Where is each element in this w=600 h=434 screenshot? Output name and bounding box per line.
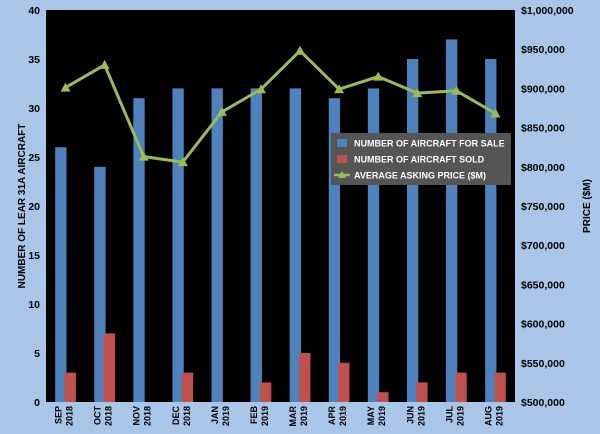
y2-tick-label-3: $650,000 [521,279,565,291]
x-tick-label-year-10: 2019 [455,406,465,426]
x-tick-label-year-11: 2019 [495,406,505,426]
bar-for-sale-7 [328,98,341,402]
bar-for-sale-4 [211,88,223,403]
x-tick-label-year-2: 2018 [143,406,153,426]
y2-tick-label-5: $750,000 [521,201,565,213]
y-tick-label-1: 5 [34,348,40,360]
bar-for-sale-2 [133,98,145,402]
x-tick-label-year-9: 2019 [416,406,426,426]
price-point-0 [60,82,71,92]
y2-tick-label-0: $500,000 [521,397,565,409]
x-tick-label-month-4: JAN [210,406,220,424]
legend-label-sold: NUMBER OF AIRCRAFT SOLD [354,155,485,165]
bar-sold-6 [299,353,311,402]
price-point-6 [295,45,305,55]
y-tick-label-8: 40 [28,5,40,17]
y2-tick-label-1: $550,000 [521,358,565,370]
bar-for-sale-0 [55,147,67,402]
bar-sold-5 [259,382,272,402]
x-tick-label-month-3: DEC [171,406,181,426]
x-tick-label-month-7: APR [327,406,337,426]
bar-sold-8 [377,392,389,402]
plot-area [46,10,515,402]
y2-tick-label-6: $800,000 [521,162,565,174]
bar-sold-0 [64,372,76,402]
x-tick-label-year-3: 2018 [182,406,192,426]
y-tick-label-0: 0 [34,397,40,409]
price-point-7 [334,84,345,94]
bar-for-sale-3 [172,88,184,403]
bar-sold-1 [103,333,115,402]
price-point-4 [216,106,227,116]
y-tick-label-3: 15 [28,250,40,262]
price-point-11 [490,108,501,118]
y2-tick-label-8: $900,000 [521,83,565,95]
price-point-9 [412,88,423,98]
price-point-5 [256,84,266,94]
bar-for-sale-8 [367,88,380,403]
legend: NUMBER OF AIRCRAFT FOR SALE NUMBER OF AI… [331,133,511,185]
x-tick-label-month-6: MAR [288,406,298,427]
price-point-10 [451,85,462,95]
price-point-2 [138,151,149,161]
y2-tick-label-10: $1,000,000 [521,5,574,17]
bar-for-sale-6 [289,88,302,403]
legend-swatch-sold [337,155,347,163]
x-tick-label-month-9: JUN [405,406,415,424]
price-point-8 [373,71,384,81]
y-tick-label-2: 10 [28,299,40,311]
legend-swatch-for-sale [337,139,347,147]
bar-sold-11 [494,372,506,402]
bar-for-sale-10 [446,39,458,403]
x-tick-label-year-7: 2019 [338,406,348,426]
x-tick-label-month-1: OCT [93,406,103,426]
x-tick-label-year-5: 2019 [260,406,270,426]
y-tick-label-7: 35 [28,54,40,66]
y2-tick-label-4: $700,000 [521,240,565,252]
x-tick-label-year-1: 2018 [104,406,114,426]
bar-sold-10 [455,372,467,402]
x-tick-label-month-8: MAY [366,406,376,425]
y-axis-title: NUMBER OF LEAR 31A AIRCRAFT [17,124,28,289]
y2-tick-label-9: $950,000 [521,44,565,56]
legend-box [331,133,511,185]
bar-for-sale-1 [94,166,106,402]
x-tick-label-month-10: JUL [444,406,454,424]
bar-for-sale-11 [485,59,497,402]
bar-sold-9 [416,382,428,402]
x-tick-label-month-0: SEP [54,406,64,424]
y2-tick-label-2: $600,000 [521,319,565,331]
x-tick-label-year-4: 2019 [221,406,231,426]
y-tick-label-5: 25 [28,152,40,164]
bar-for-sale-5 [250,88,262,403]
x-tick-label-year-8: 2019 [377,406,387,426]
x-tick-label-month-11: AUG [484,406,494,426]
price-point-3 [177,157,188,167]
y-tick-label-4: 20 [28,201,40,213]
y-tick-label-6: 30 [28,103,40,115]
legend-label-for-sale: NUMBER OF AIRCRAFT FOR SALE [354,139,505,149]
y2-tick-label-7: $850,000 [521,123,565,135]
legend-label-price: AVERAGE ASKING PRICE ($M) [354,171,486,181]
x-tick-label-year-6: 2019 [299,406,309,426]
bar-sold-7 [338,362,350,402]
x-tick-label-month-2: NOV [132,406,142,426]
x-tick-label-month-5: FEB [249,405,259,424]
bar-for-sale-9 [406,59,419,402]
bar-sold-3 [181,372,194,402]
y2-axis-title: PRICE ($M) [582,179,593,233]
price-point-1 [99,59,110,69]
x-tick-label-year-0: 2018 [65,406,75,426]
legend-marker-price [338,171,346,178]
price-line [64,49,497,164]
